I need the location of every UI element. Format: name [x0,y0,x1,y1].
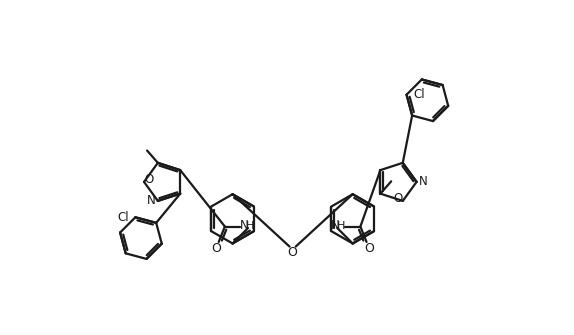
Text: O: O [364,242,374,255]
Text: O: O [288,246,297,259]
Text: O: O [394,192,403,205]
Text: H: H [246,221,254,231]
Text: N: N [331,219,339,232]
Text: N: N [240,219,249,232]
Text: N: N [148,194,156,207]
Text: H: H [337,221,346,231]
Text: O: O [144,173,153,186]
Text: N: N [418,176,427,188]
Text: Cl: Cl [413,88,425,101]
Text: Cl: Cl [117,211,129,224]
Text: O: O [211,242,222,255]
